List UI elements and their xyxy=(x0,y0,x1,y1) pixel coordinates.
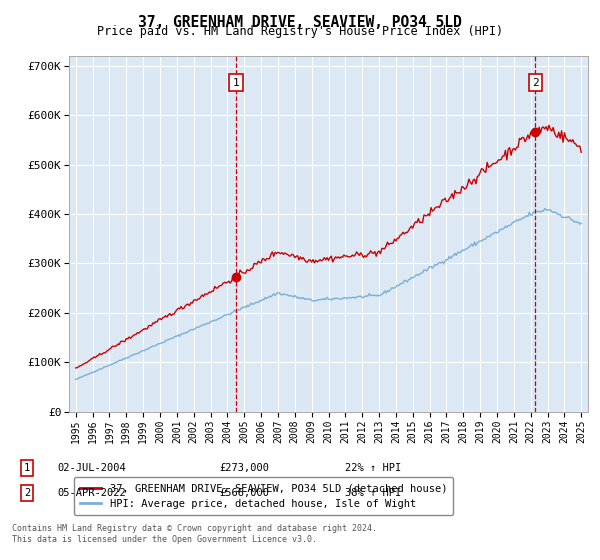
Text: 38% ↑ HPI: 38% ↑ HPI xyxy=(345,488,401,498)
Text: 37, GREENHAM DRIVE, SEAVIEW, PO34 5LD: 37, GREENHAM DRIVE, SEAVIEW, PO34 5LD xyxy=(138,15,462,30)
Legend: 37, GREENHAM DRIVE, SEAVIEW, PO34 5LD (detached house), HPI: Average price, deta: 37, GREENHAM DRIVE, SEAVIEW, PO34 5LD (d… xyxy=(74,477,454,515)
Text: 2: 2 xyxy=(532,78,539,88)
Text: 02-JUL-2004: 02-JUL-2004 xyxy=(57,463,126,473)
Text: 2: 2 xyxy=(24,488,30,498)
Text: This data is licensed under the Open Government Licence v3.0.: This data is licensed under the Open Gov… xyxy=(12,534,317,544)
Text: 1: 1 xyxy=(232,78,239,88)
Text: Price paid vs. HM Land Registry's House Price Index (HPI): Price paid vs. HM Land Registry's House … xyxy=(97,25,503,38)
Text: 1: 1 xyxy=(24,463,30,473)
Text: Contains HM Land Registry data © Crown copyright and database right 2024.: Contains HM Land Registry data © Crown c… xyxy=(12,524,377,533)
Text: £566,000: £566,000 xyxy=(219,488,269,498)
Text: £273,000: £273,000 xyxy=(219,463,269,473)
Text: 22% ↑ HPI: 22% ↑ HPI xyxy=(345,463,401,473)
Text: 05-APR-2022: 05-APR-2022 xyxy=(57,488,126,498)
